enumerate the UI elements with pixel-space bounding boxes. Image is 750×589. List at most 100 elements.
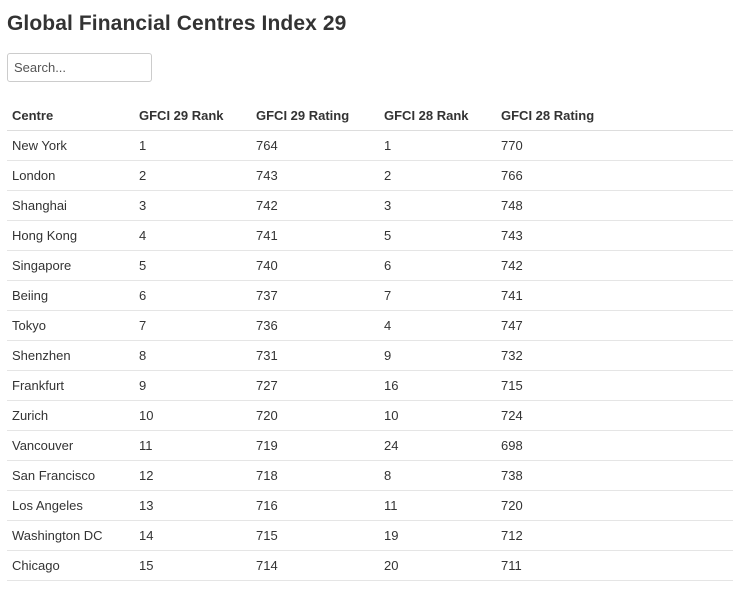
cell-gfci28-rank: 1: [379, 130, 496, 161]
cell-gfci28-rating: 715: [496, 370, 733, 401]
table-row: Washington DC 14 715 19 712: [7, 520, 733, 551]
table-row: Tokyo 7 736 4 747: [7, 310, 733, 341]
cell-gfci29-rating: 737: [251, 280, 379, 311]
cell-gfci29-rank: 3: [134, 190, 251, 221]
table-row: Frankfurt 9 727 16 715: [7, 370, 733, 401]
column-header-gfci29-rating[interactable]: GFCI 29 Rating: [251, 100, 379, 131]
cell-centre: Chicago: [7, 550, 134, 581]
cell-centre: London: [7, 160, 134, 191]
cell-gfci29-rank: 15: [134, 550, 251, 581]
cell-gfci28-rating: 732: [496, 340, 733, 371]
cell-gfci29-rating: 720: [251, 400, 379, 431]
cell-gfci28-rank: 5: [379, 220, 496, 251]
cell-gfci28-rating: 748: [496, 190, 733, 221]
cell-centre: Los Angeles: [7, 490, 134, 521]
cell-centre: Singapore: [7, 250, 134, 281]
cell-centre: Washington DC: [7, 520, 134, 551]
table-row: London 2 743 2 766: [7, 160, 733, 191]
column-header-centre[interactable]: Centre: [7, 100, 134, 131]
cell-gfci29-rating: 742: [251, 190, 379, 221]
cell-gfci29-rank: 5: [134, 250, 251, 281]
cell-gfci29-rating: 714: [251, 550, 379, 581]
cell-gfci28-rating: 747: [496, 310, 733, 341]
cell-centre: Shenzhen: [7, 340, 134, 371]
table-row: Beiing 6 737 7 741: [7, 280, 733, 311]
column-header-gfci28-rating[interactable]: GFCI 28 Rating: [496, 100, 733, 131]
cell-gfci28-rank: 7: [379, 280, 496, 311]
cell-centre: Zurich: [7, 400, 134, 431]
cell-gfci28-rank: 24: [379, 430, 496, 461]
table-row: Hong Kong 4 741 5 743: [7, 220, 733, 251]
page-title: Global Financial Centres Index 29: [7, 12, 347, 35]
cell-gfci28-rating: 720: [496, 490, 733, 521]
cell-gfci28-rank: 8: [379, 460, 496, 491]
cell-gfci29-rating: 727: [251, 370, 379, 401]
cell-gfci29-rank: 2: [134, 160, 251, 191]
cell-gfci29-rank: 12: [134, 460, 251, 491]
table-row: Shanghai 3 742 3 748: [7, 190, 733, 221]
cell-centre: Vancouver: [7, 430, 134, 461]
cell-gfci28-rating: 724: [496, 400, 733, 431]
cell-gfci28-rating: 742: [496, 250, 733, 281]
cell-gfci28-rank: 2: [379, 160, 496, 191]
cell-gfci28-rating: 711: [496, 550, 733, 581]
cell-gfci28-rank: 6: [379, 250, 496, 281]
cell-gfci29-rank: 1: [134, 130, 251, 161]
column-header-gfci28-rank[interactable]: GFCI 28 Rank: [379, 100, 496, 131]
cell-gfci29-rating: 715: [251, 520, 379, 551]
cell-gfci29-rank: 4: [134, 220, 251, 251]
cell-centre: Hong Kong: [7, 220, 134, 251]
cell-gfci29-rating: 740: [251, 250, 379, 281]
data-table: Centre GFCI 29 Rank GFCI 29 Rating GFCI …: [7, 100, 733, 581]
cell-gfci29-rating: 743: [251, 160, 379, 191]
cell-gfci29-rating: 764: [251, 130, 379, 161]
table-body: New York 1 764 1 770 London 2 743 2 766 Shanghai 3 7…: [7, 130, 733, 581]
cell-gfci28-rating: 698: [496, 430, 733, 461]
search-input[interactable]: [7, 53, 152, 82]
table-row: Vancouver 11 719 24 698: [7, 430, 733, 461]
table-row: New York 1 764 1 770: [7, 130, 733, 161]
cell-centre: Frankfurt: [7, 370, 134, 401]
table-row: San Francisco 12 718 8 738: [7, 460, 733, 491]
cell-centre: Beiing: [7, 280, 134, 311]
cell-gfci28-rating: 766: [496, 160, 733, 191]
cell-gfci28-rank: 20: [379, 550, 496, 581]
table-row: Los Angeles 13 716 11 720: [7, 490, 733, 521]
cell-centre: New York: [7, 130, 134, 161]
cell-gfci28-rating: 741: [496, 280, 733, 311]
cell-gfci29-rank: 14: [134, 520, 251, 551]
cell-gfci29-rating: 731: [251, 340, 379, 371]
column-header-gfci29-rank[interactable]: GFCI 29 Rank: [134, 100, 251, 131]
cell-gfci29-rating: 716: [251, 490, 379, 521]
cell-gfci28-rank: 10: [379, 400, 496, 431]
cell-gfci29-rating: 718: [251, 460, 379, 491]
cell-gfci29-rank: 10: [134, 400, 251, 431]
cell-gfci28-rank: 4: [379, 310, 496, 341]
table-row: Chicago 15 714 20 711: [7, 550, 733, 581]
cell-gfci29-rating: 719: [251, 430, 379, 461]
cell-gfci28-rating: 712: [496, 520, 733, 551]
cell-gfci28-rating: 743: [496, 220, 733, 251]
cell-centre: San Francisco: [7, 460, 134, 491]
cell-gfci28-rank: 11: [379, 490, 496, 521]
table-row: Zurich 10 720 10 724: [7, 400, 733, 431]
cell-centre: Shanghai: [7, 190, 134, 221]
table-header: Centre GFCI 29 Rank GFCI 29 Rating GFCI …: [7, 100, 733, 131]
cell-gfci29-rank: 9: [134, 370, 251, 401]
cell-gfci28-rank: 9: [379, 340, 496, 371]
table-row: Shenzhen 8 731 9 732: [7, 340, 733, 371]
cell-gfci28-rating: 738: [496, 460, 733, 491]
table-row: Singapore 5 740 6 742: [7, 250, 733, 281]
cell-centre: Tokyo: [7, 310, 134, 341]
cell-gfci29-rank: 7: [134, 310, 251, 341]
cell-gfci28-rating: 770: [496, 130, 733, 161]
cell-gfci29-rating: 741: [251, 220, 379, 251]
cell-gfci28-rank: 3: [379, 190, 496, 221]
cell-gfci29-rank: 11: [134, 430, 251, 461]
cell-gfci29-rank: 8: [134, 340, 251, 371]
cell-gfci29-rating: 736: [251, 310, 379, 341]
header-row: Centre GFCI 29 Rank GFCI 29 Rating GFCI …: [7, 100, 733, 131]
cell-gfci28-rank: 16: [379, 370, 496, 401]
cell-gfci29-rank: 13: [134, 490, 251, 521]
